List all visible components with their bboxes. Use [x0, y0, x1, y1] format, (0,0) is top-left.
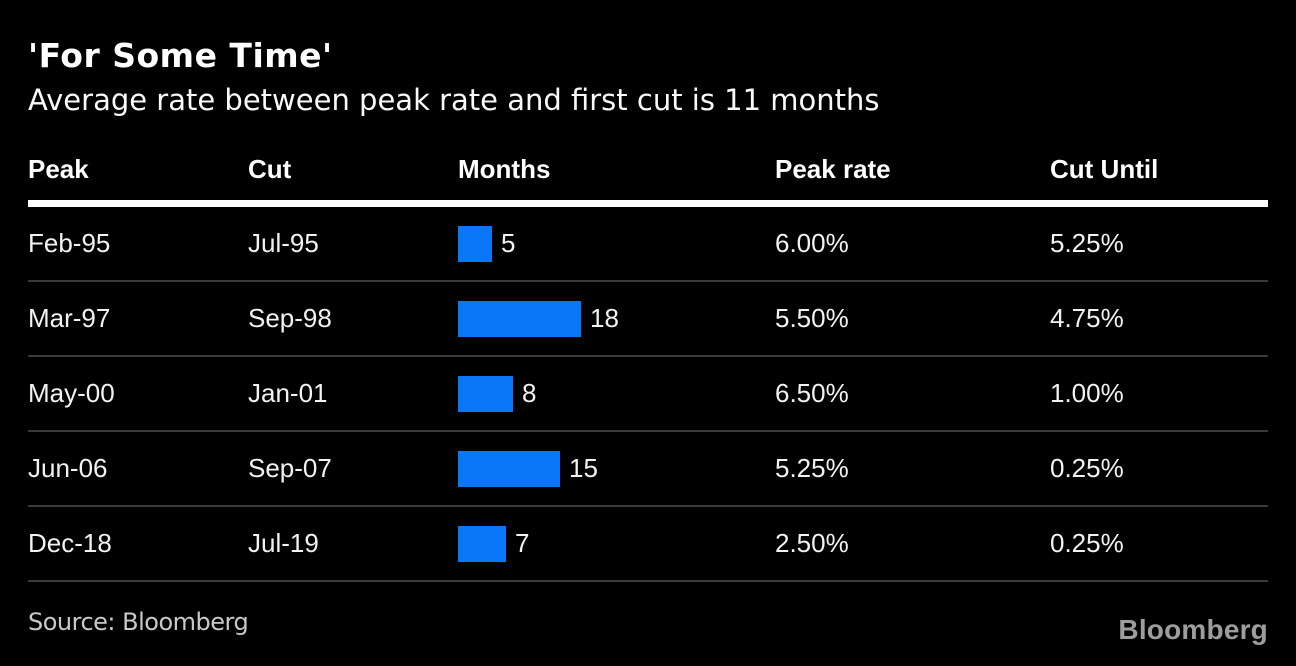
- col-header-cut: Cut: [248, 154, 292, 185]
- cell-cut-until: 4.75%: [1050, 303, 1124, 334]
- cell-peak-rate: 5.25%: [775, 453, 849, 484]
- cell-peak-rate: 6.00%: [775, 228, 849, 259]
- months-value: 7: [515, 528, 530, 559]
- cell-cut: Jul-19: [248, 528, 319, 559]
- data-table: Peak Cut Months Peak rate Cut Until Feb-…: [28, 154, 1268, 583]
- cell-cut: Jul-95: [248, 228, 319, 259]
- cell-cut: Jan-01: [248, 378, 328, 409]
- table-header-row: Peak Cut Months Peak rate Cut Until: [28, 154, 1268, 208]
- cell-peak-rate: 5.50%: [775, 303, 849, 334]
- table-row: Feb-95 Jul-95 5 6.00% 5.25%: [28, 207, 1268, 283]
- table-row: Dec-18 Jul-19 7 2.50% 0.25%: [28, 507, 1268, 583]
- cell-peak: Jun-06: [28, 453, 108, 484]
- cell-peak: Mar-97: [28, 303, 111, 334]
- cell-peak-rate: 6.50%: [775, 378, 849, 409]
- cell-cut: Sep-98: [248, 303, 332, 334]
- cell-peak-rate: 2.50%: [775, 528, 849, 559]
- cell-peak: May-00: [28, 378, 115, 409]
- months-bar: [458, 450, 560, 487]
- months-bar: [458, 300, 581, 337]
- col-header-peak-rate: Peak rate: [775, 154, 891, 185]
- months-bar: [458, 525, 506, 562]
- months-value: 18: [590, 303, 619, 334]
- cell-months: 18: [458, 300, 775, 337]
- cell-months: 7: [458, 525, 775, 562]
- months-bar: [458, 225, 492, 262]
- col-header-months: Months: [458, 154, 551, 185]
- months-bar: [458, 375, 513, 412]
- col-header-peak: Peak: [28, 154, 89, 185]
- cell-cut-until: 5.25%: [1050, 228, 1124, 259]
- table-row: Jun-06 Sep-07 15 5.25% 0.25%: [28, 432, 1268, 508]
- cell-cut-until: 1.00%: [1050, 378, 1124, 409]
- bloomberg-logo: Bloomberg: [1118, 614, 1268, 646]
- cell-cut-until: 0.25%: [1050, 453, 1124, 484]
- chart-title: 'For Some Time': [28, 36, 333, 75]
- chart-footer: Source: Bloomberg Bloomberg: [28, 582, 1268, 660]
- col-header-cut-until: Cut Until: [1050, 154, 1159, 185]
- months-value: 5: [501, 228, 516, 259]
- cell-months: 15: [458, 450, 775, 487]
- months-value: 8: [522, 378, 537, 409]
- source-credit: Source: Bloomberg: [28, 608, 249, 637]
- cell-months: 5: [458, 225, 775, 262]
- cell-peak: Dec-18: [28, 528, 112, 559]
- months-value: 15: [569, 453, 598, 484]
- cell-months: 8: [458, 375, 775, 412]
- chart-subtitle: Average rate between peak rate and first…: [28, 82, 880, 117]
- cell-cut-until: 0.25%: [1050, 528, 1124, 559]
- table-row: Mar-97 Sep-98 18 5.50% 4.75%: [28, 282, 1268, 358]
- cell-cut: Sep-07: [248, 453, 332, 484]
- cell-peak: Feb-95: [28, 228, 111, 259]
- table-row: May-00 Jan-01 8 6.50% 1.00%: [28, 357, 1268, 433]
